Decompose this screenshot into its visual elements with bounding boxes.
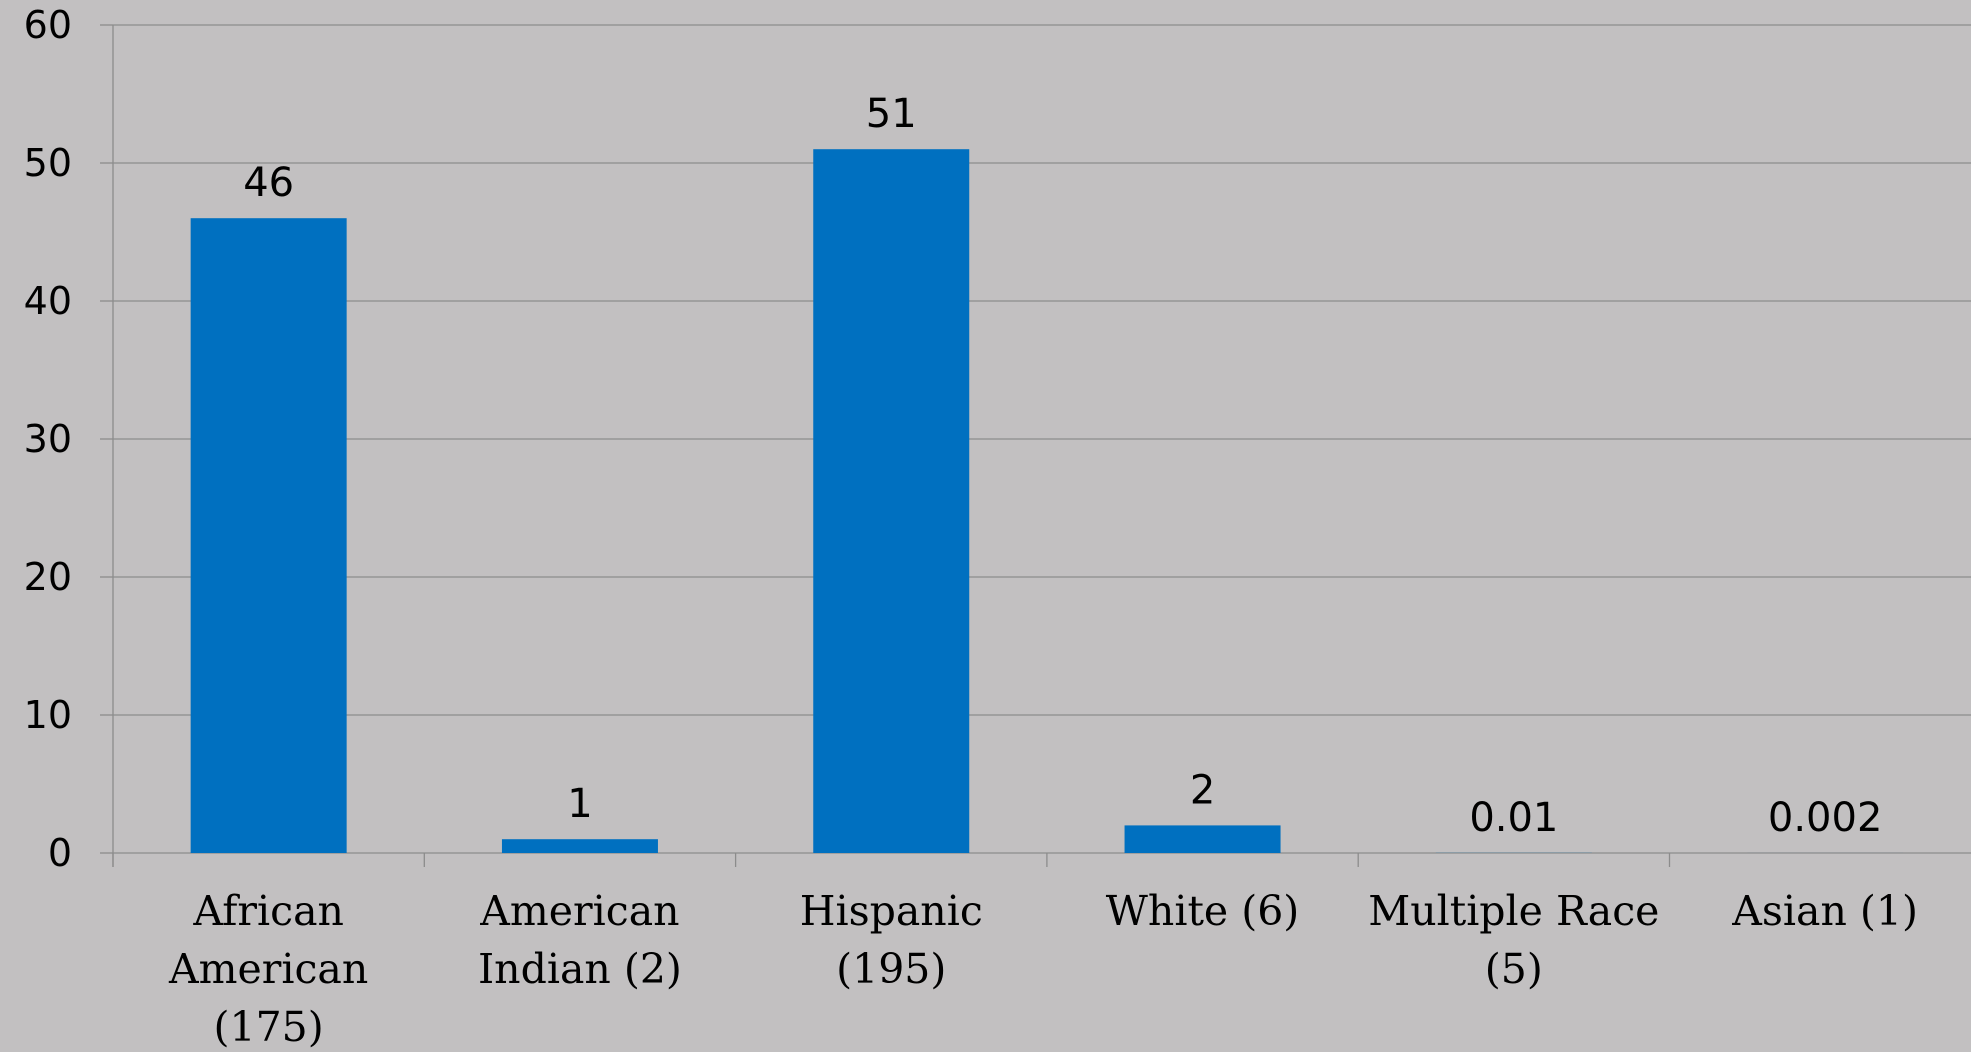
x-tick-label: Asian (1) xyxy=(1731,887,1918,935)
gridlines xyxy=(113,24,1971,716)
y-tick-label: 50 xyxy=(24,141,72,185)
data-label: 46 xyxy=(243,160,294,206)
y-tick-label: 10 xyxy=(24,693,72,737)
data-label: 0.01 xyxy=(1469,795,1558,841)
data-label: 51 xyxy=(866,91,917,137)
y-tick-label: 0 xyxy=(48,831,72,875)
data-label: 1 xyxy=(567,781,592,827)
category-labels: African American (175) American Indian (2) Hi… xyxy=(168,887,1918,1051)
y-axis-ticks: 0 10 20 30 40 50 60 xyxy=(24,3,113,875)
axes xyxy=(112,25,1971,867)
bars xyxy=(190,149,1904,853)
x-tick-label: Multiple Race (5) xyxy=(1368,887,1659,993)
x-tick-label: African American (175) xyxy=(168,887,368,1051)
x-tick-label: Hispanic (195) xyxy=(800,887,983,993)
y-tick-label: 30 xyxy=(24,417,72,461)
bar xyxy=(1124,825,1281,853)
data-label: 2 xyxy=(1190,767,1215,813)
x-tick-label: White (6) xyxy=(1106,887,1300,935)
data-label: 0.002 xyxy=(1768,795,1883,841)
bar xyxy=(190,218,347,853)
bar xyxy=(813,149,970,853)
data-labels: 46 1 51 2 0.01 0.002 xyxy=(243,91,1882,841)
y-tick-label: 60 xyxy=(24,3,72,47)
y-tick-label: 20 xyxy=(24,555,72,599)
bar xyxy=(501,839,658,853)
x-tick-label: American Indian (2) xyxy=(478,887,682,993)
y-tick-label: 40 xyxy=(24,279,72,323)
